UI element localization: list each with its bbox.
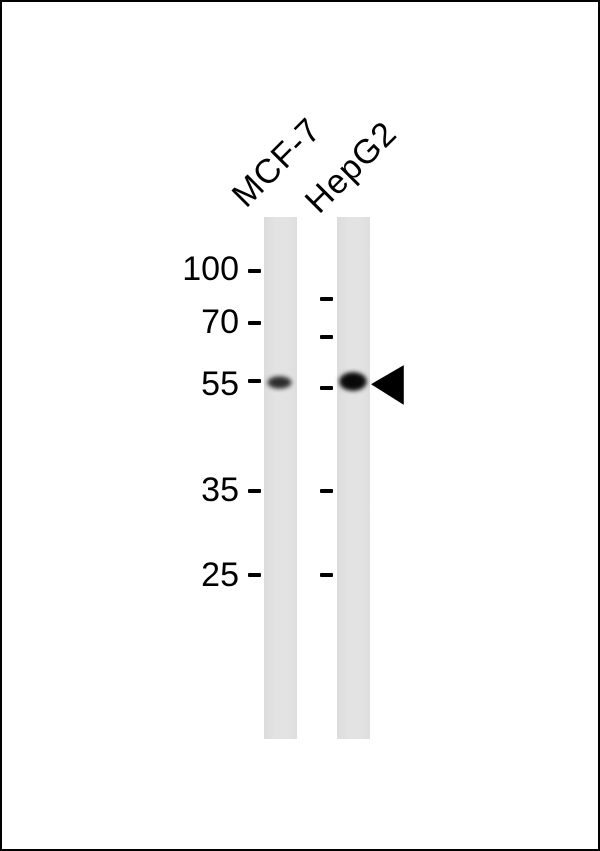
mw-tick-55: [248, 379, 261, 383]
mw-label-35: 35: [201, 471, 239, 509]
mid-tick-2: [320, 335, 333, 339]
protein-band-hepg2: [339, 372, 367, 391]
mid-tick-25: [320, 573, 333, 577]
protein-band-mcf7: [267, 376, 292, 389]
mw-tick-35: [248, 489, 261, 493]
band-arrow-icon: [371, 365, 404, 405]
mw-tick-70: [248, 321, 261, 325]
mw-tick-100: [248, 269, 261, 273]
mw-label-100: 100: [182, 250, 239, 288]
mw-label-25: 25: [201, 556, 239, 594]
mw-label-70: 70: [201, 303, 239, 341]
mid-tick-1: [320, 297, 333, 301]
mid-tick-55: [320, 386, 333, 390]
gel-lane-hepg2: [337, 217, 370, 739]
gel-lane-mcf7: [264, 217, 297, 739]
mw-tick-25: [248, 573, 261, 577]
mid-tick-35: [320, 489, 333, 493]
mw-label-55: 55: [201, 365, 239, 403]
